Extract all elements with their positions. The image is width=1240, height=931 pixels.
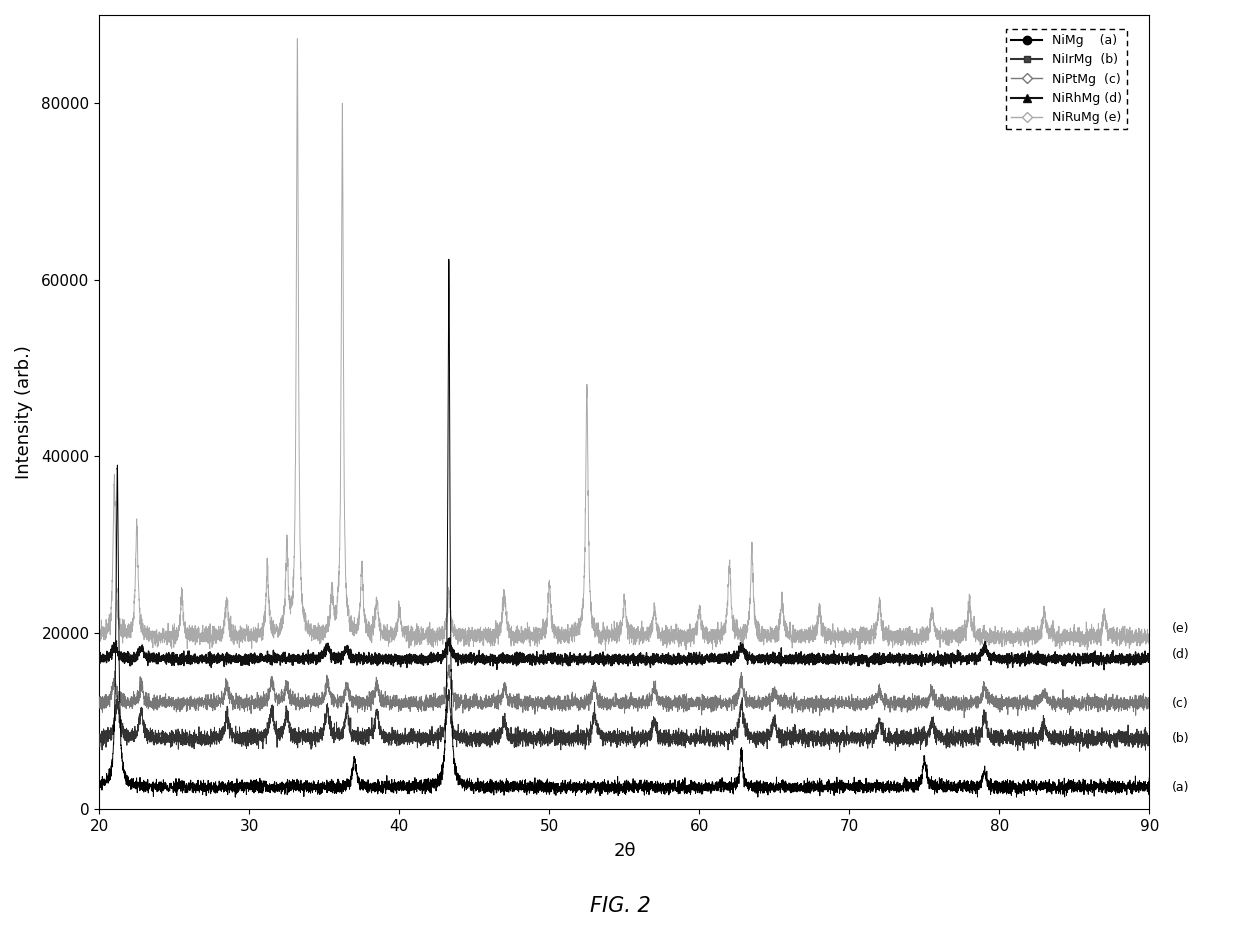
Text: (a): (a) [1172,780,1189,793]
Y-axis label: Intensity (arb.): Intensity (arb.) [15,345,33,479]
Legend: NiMg    (a), NiIrMg  (b), NiPtMg  (c), NiRhMg (d), NiRuMg (e): NiMg (a), NiIrMg (b), NiPtMg (c), NiRhMg… [1006,29,1127,129]
Text: (d): (d) [1172,648,1189,661]
Text: FIG. 2: FIG. 2 [590,897,650,916]
Text: (c): (c) [1172,696,1189,709]
Text: (e): (e) [1172,622,1189,635]
Text: (b): (b) [1172,732,1189,745]
X-axis label: 2θ: 2θ [613,843,636,860]
